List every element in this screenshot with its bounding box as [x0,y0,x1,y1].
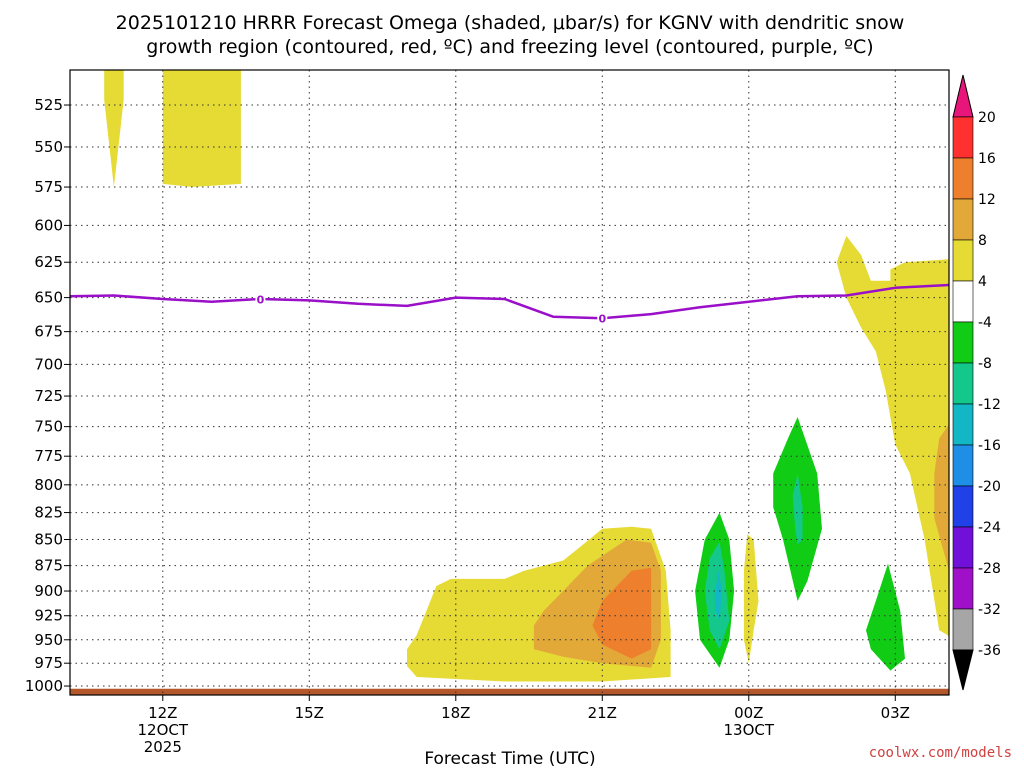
y-tick-label-800: 800 [34,476,63,494]
plot-frame [69,69,950,696]
colorbar-segment-6 [952,362,974,405]
omega-region-1 [162,70,241,187]
freezing-label-bg-1 [597,311,608,326]
colorbar-label-1: 16 [978,151,996,167]
colorbar-segment-8 [952,444,974,487]
colorbar-bottom-triangle [952,649,974,691]
colorbar-label-11: -28 [978,561,1001,577]
freezing-level-line [70,283,949,320]
x-tick-label-12-0: 00Z [734,704,763,722]
x-tick-label-9-0: 21Z [588,704,617,722]
y-tick-label-750: 750 [34,418,63,436]
y-tick-label-850: 850 [34,530,63,548]
surface-band-rect [70,688,949,695]
colorbar-label-0: 20 [978,110,996,126]
chart-title-line1: 2025101210 HRRR Forecast Omega (shaded, … [116,12,905,34]
y-tick-label-700: 700 [34,355,63,373]
colorbar-segment-4 [952,280,974,323]
colorbar-label-12: -32 [978,602,1001,618]
y-tick-label-650: 650 [34,289,63,307]
y-tick-label-950: 950 [34,631,63,649]
y-tick-label-625: 625 [34,253,63,271]
colorbar-label-6: -8 [978,356,992,372]
y-tick-label-725: 725 [34,387,63,405]
y-tick-label-875: 875 [34,557,63,575]
colorbar-top-triangle [952,74,974,118]
freezing-level-label-0: 0 [257,293,265,306]
omega-region-4 [592,567,652,659]
freezing-level-label-1: 0 [598,313,606,326]
colorbar-label-5: -4 [978,315,992,331]
x-tick-label-3-0: 15Z [295,704,324,722]
omega-region-0 [104,70,124,187]
omega-region-12 [934,424,949,571]
colorbar-segment-9 [952,485,974,528]
colorbar-label-13: -36 [978,643,1001,659]
plot-area: 00 [70,70,949,695]
colorbar-label-10: -24 [978,520,1001,536]
colorbar-segment-3 [952,239,974,282]
y-tick-label-975: 975 [34,654,63,672]
y-tick-label-825: 825 [34,504,63,522]
colorbar-label-8: -16 [978,438,1001,454]
omega-region-8 [743,534,759,664]
colorbar-label-2: 12 [978,192,996,208]
chart-title-line2: growth region (contoured, red, ºC) and f… [146,36,873,58]
y-tick-label-575: 575 [34,178,63,196]
freezing-level: 00 [70,283,949,326]
omega-region-13 [866,563,905,671]
colorbar-segment-11 [952,567,974,610]
y-tick-label-600: 600 [34,216,63,234]
omega-region-7 [714,570,722,621]
colorbar-segment-12 [952,608,974,651]
omega-region-10 [792,473,803,545]
x-tick-label-6-0: 18Z [441,704,470,722]
x-tick-label-0-2: 2025 [144,738,182,756]
colorbar-label-3: 8 [978,233,987,249]
y-tick-label-525: 525 [34,96,63,114]
x-tick-label-0-0: 12Z [148,704,177,722]
colorbar-segment-10 [952,526,974,569]
credit-text: coolwx.com/models [869,745,1012,761]
colorbar-segment-1 [952,157,974,200]
colorbar: 20 16 12 8 4 -4 -8 -12 -16 -20 -24 -28 -32 -36 [952,74,1001,691]
colorbar-segment-0 [952,116,974,159]
y-tick-label-900: 900 [34,582,63,600]
x-tick-label-12-1: 13OCT [724,721,775,739]
x-tick-label-15-0: 03Z [881,704,910,722]
y-tick-label-925: 925 [34,607,63,625]
colorbar-segment-5 [952,321,974,364]
y-tick-label-675: 675 [34,323,63,341]
colorbar-segment-7 [952,403,974,446]
omega-region-11 [836,235,949,636]
colorbar-segment-2 [952,198,974,241]
y-tick-label-1000: 1000 [25,677,63,695]
x-axis-label: Forecast Time (UTC) [424,749,595,768]
y-axis: 525 550 575 600 625 650 675 700 725 750 775 800 825 8… [25,96,70,695]
x-tick-label-0-1: 12OCT [138,721,189,739]
grid-lines [70,70,949,695]
colorbar-label-7: -12 [978,397,1001,413]
omega-regions [104,70,949,682]
colorbar-label-4: 4 [978,274,987,290]
surface-band [70,688,949,695]
y-tick-label-775: 775 [34,447,63,465]
y-tick-label-550: 550 [34,138,63,156]
colorbar-label-9: -20 [978,479,1001,495]
freezing-label-bg-0 [255,291,266,306]
